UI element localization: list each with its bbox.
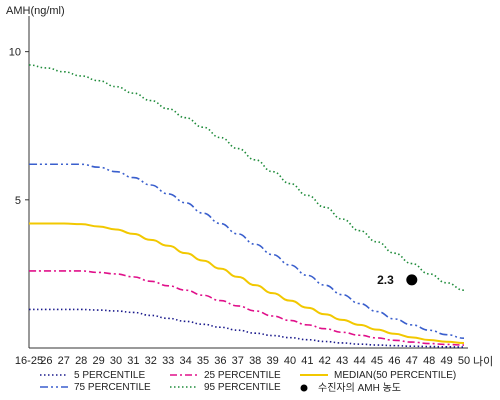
data-points: 2.3	[377, 273, 418, 287]
chart-axes	[28, 16, 468, 349]
x-tick-label: 41	[301, 355, 313, 367]
x-tick-label: 32	[145, 355, 157, 367]
x-tick-label: 43	[336, 355, 348, 367]
legend-label: 5 PERCENTILE	[74, 370, 145, 381]
x-tick-label: 27	[58, 355, 70, 367]
x-tick-label: 39	[266, 355, 278, 367]
x-tick-label: 42	[319, 355, 331, 367]
y-tick-label: 10	[9, 47, 21, 59]
x-tick-label: 31	[127, 355, 139, 367]
legend-label: 수진자의 AMH 농도	[318, 382, 401, 394]
x-tick-label: 40	[284, 355, 296, 367]
series-lines	[28, 64, 465, 348]
legend: 5 PERCENTILE 25 PERCENTILE MEDIAN(50 PERCE…	[40, 370, 456, 394]
series-line-5-percentile	[29, 308, 465, 348]
x-tick-label: 34	[179, 355, 191, 367]
legend-label: 75 PERCENTILE	[74, 382, 151, 393]
x-tick-label: 49	[440, 355, 452, 367]
series-line-median-50-percentile-	[29, 222, 465, 344]
x-tick-label: 37	[232, 355, 244, 367]
x-tick-label: 50	[458, 355, 470, 367]
x-tick-label: 47	[406, 355, 418, 367]
x-tick-label: 38	[249, 355, 261, 367]
x-tick-label: 35	[197, 355, 209, 367]
patient-amh-point	[406, 274, 418, 286]
x-tick-label: 33	[162, 355, 174, 367]
x-tick-label: 30	[110, 355, 122, 367]
x-tick-label: 36	[214, 355, 226, 367]
legend-point-marker	[300, 384, 308, 392]
series-line-75-percentile	[29, 163, 465, 340]
y-tick-label: 5	[15, 195, 21, 207]
y-axis-title: AMH(ng/ml)	[6, 5, 65, 17]
patient-amh-value-label: 2.3	[377, 273, 394, 287]
x-tick-label: 46	[388, 355, 400, 367]
y-ticks: 5 10	[9, 47, 29, 207]
x-tick-label: 29	[92, 355, 104, 367]
series-line-25-percentile	[28, 270, 465, 346]
x-tick-label: 44	[353, 355, 365, 367]
legend-label: 95 PERCENTILE	[204, 382, 281, 393]
series-line-95-percentile	[28, 64, 465, 292]
x-axis-title: 나이	[473, 355, 493, 368]
x-tick-label: 48	[423, 355, 435, 367]
x-tick-label: 45	[371, 355, 383, 367]
x-tick-label: 26	[40, 355, 52, 367]
legend-label: MEDIAN(50 PERCENTILE)	[334, 370, 456, 381]
x-tick-label: 28	[75, 355, 87, 367]
x-tick-label: 16-25	[15, 355, 43, 367]
legend-label: 25 PERCENTILE	[204, 370, 281, 381]
